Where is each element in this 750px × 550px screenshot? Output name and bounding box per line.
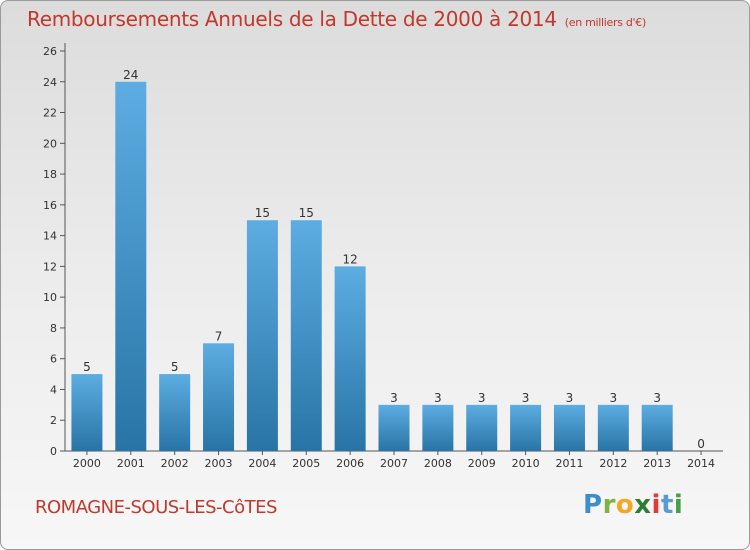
y-tick-label: 16 — [43, 199, 57, 212]
bar — [115, 81, 147, 452]
bar — [290, 220, 322, 451]
x-tick-label: 2005 — [292, 457, 320, 470]
bar — [71, 374, 103, 451]
y-tick-label: 8 — [50, 322, 57, 335]
data-label: 5 — [171, 360, 179, 374]
y-tick-label: 4 — [50, 383, 57, 396]
data-label: 3 — [566, 391, 574, 405]
data-label: 7 — [215, 329, 223, 343]
data-label: 24 — [123, 68, 138, 82]
x-tick-label: 2010 — [512, 457, 540, 470]
x-tick-label: 2001 — [117, 457, 145, 470]
x-tick-label: 2000 — [73, 457, 101, 470]
y-tick-label: 10 — [43, 291, 57, 304]
data-label: 3 — [478, 391, 486, 405]
bar — [553, 404, 585, 451]
x-tick-label: 2011 — [555, 457, 583, 470]
y-tick-label: 0 — [50, 445, 57, 458]
x-tick-label: 2006 — [336, 457, 364, 470]
logo-letter: r — [602, 490, 616, 520]
y-tick-label: 6 — [50, 353, 57, 366]
bar — [159, 374, 191, 451]
y-tick-label: 24 — [43, 76, 57, 89]
bar — [597, 404, 629, 451]
bar — [466, 404, 498, 451]
chart-title: Remboursements Annuels de la Dette de 20… — [27, 7, 646, 31]
y-tick-label: 12 — [43, 260, 57, 273]
logo-letter: i — [673, 490, 684, 520]
x-tick-label: 2002 — [161, 457, 189, 470]
y-tick-label: 14 — [43, 230, 57, 243]
logo-letter: i — [651, 490, 661, 520]
bar — [422, 404, 454, 451]
chart-subtitle: (en milliers d'€) — [564, 16, 646, 29]
logo-letter: o — [615, 490, 635, 520]
bar — [378, 404, 410, 451]
data-label: 12 — [342, 252, 357, 266]
logo-letter: x — [634, 490, 652, 520]
x-tick-label: 2014 — [687, 457, 715, 470]
data-label: 3 — [434, 391, 442, 405]
x-tick-label: 2007 — [380, 457, 408, 470]
data-label: 3 — [390, 391, 398, 405]
data-label: 3 — [610, 391, 618, 405]
y-tick-label: 20 — [43, 137, 57, 150]
y-tick-label: 22 — [43, 107, 57, 120]
chart-title-text: Remboursements Annuels de la Dette de 20… — [27, 7, 557, 31]
x-tick-label: 2013 — [643, 457, 671, 470]
data-label: 0 — [697, 437, 705, 451]
bars — [71, 81, 673, 452]
data-label: 15 — [255, 206, 270, 220]
bar — [334, 266, 366, 451]
x-axis: 2000 2001 2002 2003 2004 2005 2006 2007 2008 2009… — [65, 450, 723, 470]
data-labels: 5 24 5 7 15 15 12 3 3 3 3 3 3 3 0 — [83, 68, 705, 451]
bar — [510, 404, 542, 451]
logo-letter: P — [583, 490, 603, 520]
proxiti-logo: Proxiti — [583, 490, 683, 520]
data-label: 3 — [522, 391, 530, 405]
data-label: 15 — [299, 206, 314, 220]
x-tick-label: 2012 — [599, 457, 627, 470]
y-tick-label: 18 — [43, 168, 57, 181]
x-tick-label: 2003 — [205, 457, 233, 470]
bar — [203, 343, 235, 451]
y-tick-label: 26 — [43, 45, 57, 58]
commune-name: ROMAGNE-SOUS-LES-CôTES — [35, 497, 277, 518]
x-tick-label: 2008 — [424, 457, 452, 470]
x-tick-label: 2004 — [248, 457, 276, 470]
bar — [641, 404, 673, 451]
y-tick-label: 2 — [50, 414, 57, 427]
bar — [246, 220, 278, 451]
data-label: 3 — [653, 391, 661, 405]
logo-letter: t — [660, 490, 674, 520]
data-label: 5 — [83, 360, 91, 374]
x-tick-label: 2009 — [468, 457, 496, 470]
